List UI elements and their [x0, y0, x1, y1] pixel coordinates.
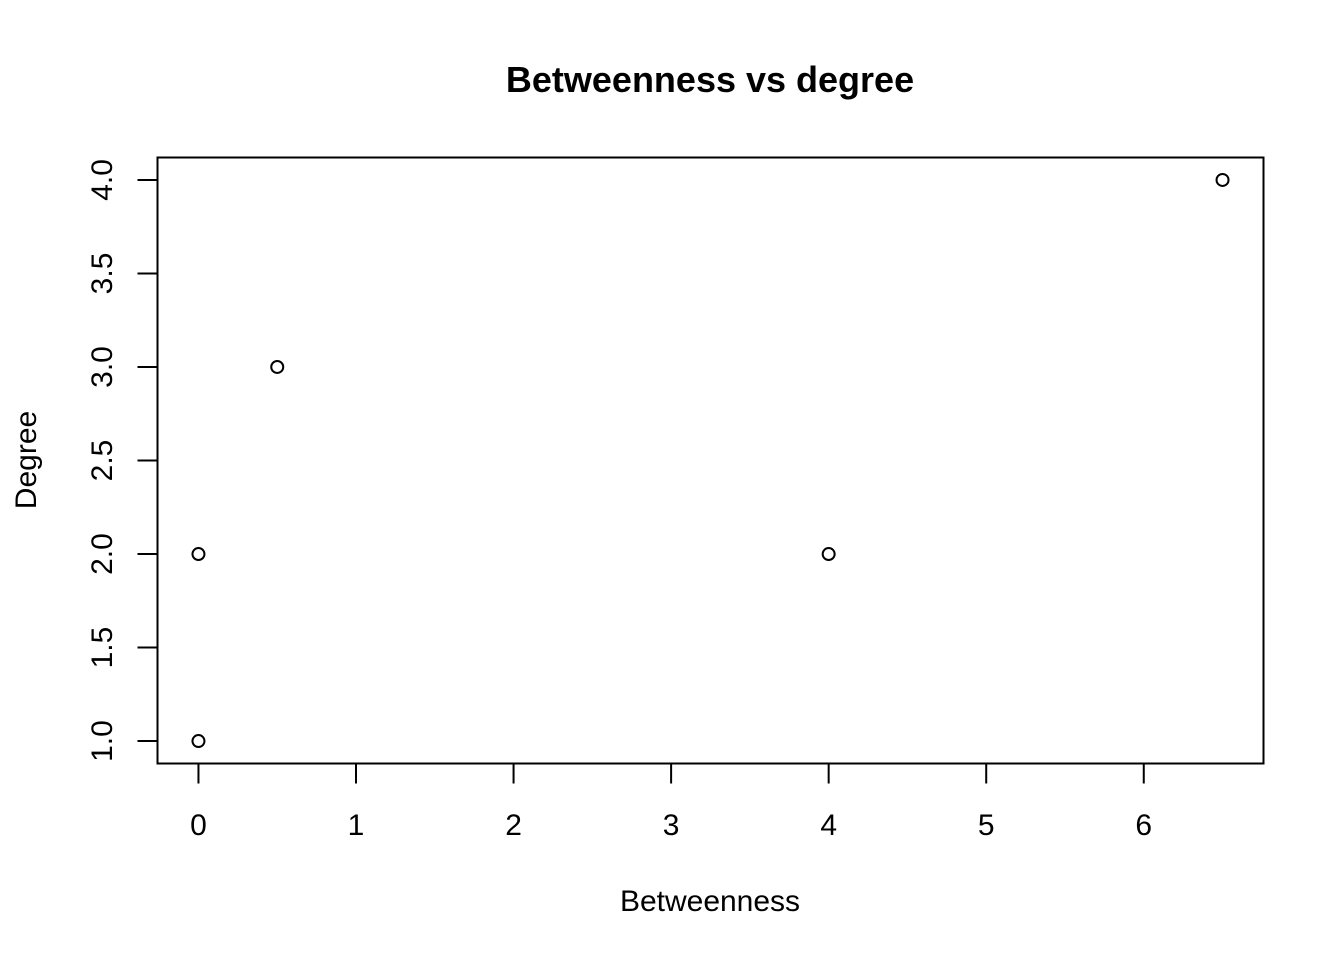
data-point	[270, 359, 285, 374]
x-axis: 0 1 2 3 4 5 6	[190, 762, 1152, 842]
x-tick-label: 0	[190, 809, 207, 842]
x-tick-label: 4	[820, 809, 837, 842]
y-tick-label: 1.0	[86, 720, 119, 762]
data-point	[191, 547, 206, 562]
chart-title: Betweenness vs degree	[506, 59, 914, 100]
data-point	[821, 547, 836, 562]
x-tick-label: 2	[505, 809, 522, 842]
y-axis-label: Degree	[10, 411, 43, 509]
data-point	[191, 734, 206, 749]
y-tick-label: 2.0	[86, 533, 119, 575]
y-tick-label: 3.5	[86, 253, 119, 295]
x-tick-label: 6	[1135, 809, 1152, 842]
y-axis: 1.0 1.5 2.0 2.5 3.0 3.5 4.0	[86, 159, 159, 762]
plot-area-frame	[156, 156, 1265, 765]
x-axis-label: Betweenness	[620, 885, 800, 918]
y-tick-label: 2.5	[86, 440, 119, 482]
y-tick-label: 3.0	[86, 346, 119, 388]
y-tick-label: 1.5	[86, 627, 119, 669]
y-tick-label: 4.0	[86, 159, 119, 201]
data-point	[1215, 172, 1230, 187]
data-points	[191, 172, 1230, 749]
x-tick-label: 1	[348, 809, 365, 842]
x-tick-label: 5	[978, 809, 995, 842]
x-tick-label: 3	[663, 809, 680, 842]
